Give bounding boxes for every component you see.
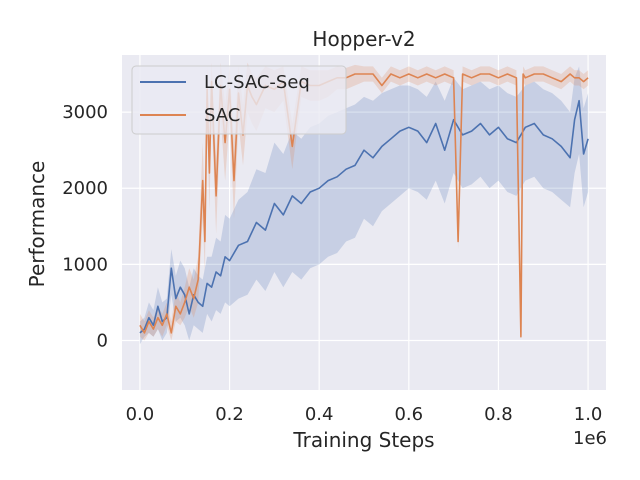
band-sac	[139, 62, 589, 341]
x-tick-label: 0.8	[484, 404, 513, 425]
series-line-lc-sac-seq	[139, 99, 589, 334]
chart-title: Hopper-v2	[312, 27, 415, 51]
x-tick-label: 1.0	[574, 404, 603, 425]
x-axis-multiplier: 1e6	[573, 428, 607, 449]
y-tick-label: 2000	[62, 178, 108, 199]
legend-label-lc-sac-seq: LC-SAC-Seq	[204, 72, 310, 93]
legend-label-sac: SAC	[204, 105, 240, 126]
x-axis-label: Training Steps	[292, 428, 434, 452]
x-tick-label: 0.4	[305, 404, 334, 425]
band-lc-sac-seq	[139, 66, 589, 345]
y-axis-label: Performance	[25, 161, 49, 288]
y-tick-labels: 0 1000 2000 3000	[62, 102, 108, 351]
y-tick-label: 1000	[62, 254, 108, 275]
x-tick-label: 0.2	[215, 404, 244, 425]
y-tick-label: 3000	[62, 102, 108, 123]
x-tick-labels: 0.0 0.2 0.4 0.6 0.8 1.0	[126, 404, 603, 425]
y-tick-label: 0	[97, 331, 108, 352]
confidence-bands	[139, 62, 589, 345]
legend: LC-SAC-Seq SAC	[131, 65, 347, 135]
x-tick-label: 0.0	[126, 404, 155, 425]
x-tick-label: 0.6	[394, 404, 423, 425]
